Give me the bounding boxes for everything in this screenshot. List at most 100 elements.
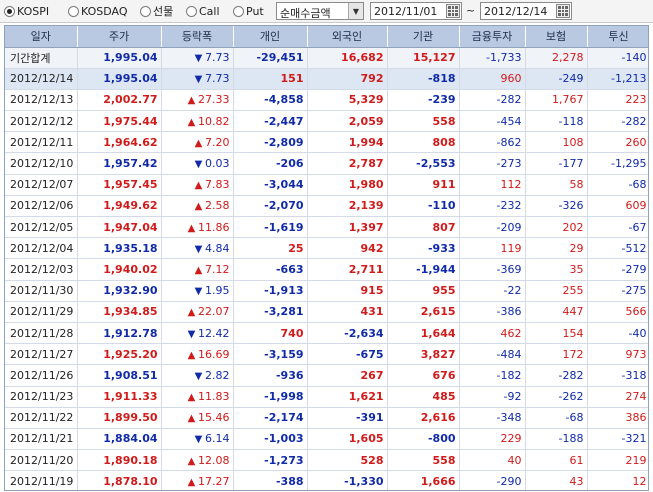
trust-cell: -282 [587, 110, 648, 133]
table-row[interactable]: 2012/12/12 1,975.44 ▲ 10.82 -2,447 2,059 558 -4… [5, 110, 648, 133]
trust-cell: -275 [587, 280, 648, 302]
insurance-cell: -282 [525, 364, 588, 387]
triangle-up-icon: ▲ [187, 476, 196, 488]
change-value: 10.82 [198, 114, 230, 128]
date-cell: 2012/12/13 [5, 89, 78, 112]
date-cell: 2012/11/21 [5, 428, 78, 451]
triangle-down-icon: ▼ [194, 53, 203, 65]
financial-investment-cell: -484 [459, 343, 526, 366]
foreign-cell: 2,787 [307, 152, 388, 175]
change-value: 16.69 [198, 347, 230, 361]
triangle-down-icon: ▼ [194, 243, 203, 255]
triangle-down-icon: ▼ [194, 434, 203, 446]
col-header-foreign[interactable]: 외국인 [307, 26, 388, 48]
futures-radio[interactable]: 선물 [140, 3, 173, 19]
price-cell: 1,940.02 [77, 258, 162, 281]
put-label: Put [246, 4, 264, 18]
price-cell: 1,949.62 [77, 195, 162, 218]
put-radio[interactable]: Put [233, 3, 264, 19]
calendar-icon[interactable] [556, 4, 570, 18]
foreign-cell: 1,605 [307, 428, 388, 451]
table-row[interactable]: 2012/11/23 1,911.33 ▲ 11.83 -1,998 1,621 485 -9… [5, 386, 648, 408]
table-row[interactable]: 2012/12/10 1,957.42 ▼ 0.03 -206 2,787 -2,553 -2… [5, 152, 648, 175]
table-row[interactable]: 2012/12/13 2,002.77 ▲ 27.33 -4,858 5,329 -239-… [5, 89, 648, 112]
triangle-down-icon: ▼ [194, 370, 203, 382]
table-row[interactable]: 2012/11/26 1,908.51 ▼ 2.82 -936 267 676 -182 -28… [5, 364, 648, 387]
trust-cell: -67 [587, 216, 648, 239]
col-header-individual[interactable]: 개인 [233, 26, 308, 48]
triangle-down-icon: ▼ [187, 328, 196, 340]
table-row[interactable]: 2012/11/28 1,912.78 ▼ 12.42 740 -2,634 1,644 46… [5, 322, 648, 345]
foreign-cell: 16,682 [307, 47, 388, 69]
kospi-radio[interactable]: KOSPI [4, 3, 49, 19]
calendar-icon[interactable] [446, 4, 460, 18]
table-row[interactable]: 2012/11/22 1,899.50 ▲ 15.46 -2,174 -391 2,616-… [5, 407, 648, 429]
foreign-cell: 528 [307, 449, 388, 472]
col-header-institution[interactable]: 기관 [387, 26, 460, 48]
foreign-cell: 431 [307, 301, 388, 323]
date-cell: 2012/11/29 [5, 301, 78, 323]
col-header-change[interactable]: 등락폭 [161, 26, 234, 48]
total-row[interactable]: 기간합계 1,995.04 ▼ 7.73 -29,451 16,682 15,127 -1,7… [5, 47, 648, 69]
chevron-down-icon[interactable]: ▼ [348, 3, 363, 19]
kospi-label: KOSPI [17, 4, 50, 18]
table-row[interactable]: 2012/12/07 1,957.45 ▲ 7.83 -3,044 1,980 911 112… [5, 174, 648, 196]
date-cell: 2012/12/07 [5, 174, 78, 196]
table-row[interactable]: 2012/12/11 1,964.62 ▲ 7.20 -2,809 1,994 808 -86… [5, 131, 648, 154]
date-cell: 2012/12/12 [5, 110, 78, 133]
table-row[interactable]: 2012/11/27 1,925.20 ▲ 16.69 -3,159 -675 3,827-… [5, 343, 648, 366]
foreign-cell: -675 [307, 343, 388, 366]
amount-type-select[interactable]: 순매수금액 ▼ [276, 2, 364, 20]
table-row[interactable]: 2012/12/14 1,995.04 ▼ 7.73 151 792 -818 960 -249… [5, 68, 648, 90]
table-row[interactable]: 2012/11/19 1,878.10 ▲ 17.27 -388 -1,330 1,666-… [5, 470, 648, 490]
institution-cell: 558 [387, 449, 460, 472]
table-row[interactable]: 2012/11/30 1,932.90 ▼ 1.95 -1,913 915 955 -22 25… [5, 280, 648, 302]
change-cell: ▲ 10.82 [161, 110, 234, 133]
change-value: 7.12 [205, 262, 230, 276]
individual-cell: -1,273 [233, 449, 308, 472]
institution-cell: 955 [387, 280, 460, 302]
call-radio[interactable]: Call [186, 3, 220, 19]
price-cell: 1,947.04 [77, 216, 162, 239]
col-header-financial-investment[interactable]: 금융투자 [459, 26, 526, 48]
triangle-up-icon: ▲ [187, 392, 196, 404]
insurance-cell: -249 [525, 68, 588, 90]
table-header: 일자 주가 등락폭 개인 외국인 기관 금융투자 보험 투신 [5, 26, 648, 48]
individual-cell: -1,998 [233, 386, 308, 408]
individual-cell: 25 [233, 237, 308, 260]
col-header-price[interactable]: 주가 [77, 26, 162, 48]
foreign-cell: 1,994 [307, 131, 388, 154]
price-cell: 1,975.44 [77, 110, 162, 133]
insurance-cell: 447 [525, 301, 588, 323]
start-date-field[interactable]: 2012/11/01 [370, 2, 462, 20]
table-row[interactable]: 2012/11/21 1,884.04 ▼ 6.14 -1,003 1,605 -800 22… [5, 428, 648, 451]
change-value: 7.73 [205, 51, 230, 65]
change-cell: ▲ 12.08 [161, 449, 234, 472]
insurance-cell: -326 [525, 195, 588, 218]
trust-cell: 386 [587, 407, 648, 429]
table-row[interactable]: 2012/12/03 1,940.02 ▲ 7.12 -663 2,711 -1,944 -3… [5, 258, 648, 281]
institution-cell: 2,616 [387, 407, 460, 429]
table-row[interactable]: 2012/11/29 1,934.85 ▲ 22.07 -3,281 431 2,615 -3… [5, 301, 648, 323]
end-date-field[interactable]: 2012/12/14 [480, 2, 572, 20]
triangle-up-icon: ▲ [187, 116, 196, 128]
price-cell: 1,957.45 [77, 174, 162, 196]
insurance-cell: -188 [525, 428, 588, 451]
date-cell: 2012/11/28 [5, 322, 78, 345]
radio-checked-icon [4, 5, 15, 17]
change-value: 2.58 [205, 199, 230, 213]
change-cell: ▼ 12.42 [161, 322, 234, 345]
col-header-trust[interactable]: 투신 [587, 26, 648, 48]
col-header-insurance[interactable]: 보험 [525, 26, 588, 48]
investor-table: 일자 주가 등락폭 개인 외국인 기관 금융투자 보험 투신 기간합계 1,995… [4, 25, 649, 491]
table-row[interactable]: 2012/12/04 1,935.18 ▼ 4.84 25 942 -933 119 29 -51… [5, 237, 648, 260]
financial-investment-cell: -454 [459, 110, 526, 133]
table-row[interactable]: 2012/12/05 1,947.04 ▲ 11.86 -1,619 1,397 807 -2… [5, 216, 648, 239]
change-cell: ▲ 7.20 [161, 131, 234, 154]
kosdaq-radio[interactable]: KOSDAQ [68, 3, 128, 19]
table-row[interactable]: 2012/11/20 1,890.18 ▲ 12.08 -1,273 528 558 40 61… [5, 449, 648, 472]
table-row[interactable]: 2012/12/06 1,949.62 ▲ 2.58 -2,070 2,139 -110 -2… [5, 195, 648, 218]
change-value: 0.03 [205, 157, 230, 171]
financial-investment-cell: -209 [459, 216, 526, 239]
col-header-date[interactable]: 일자 [5, 26, 78, 48]
